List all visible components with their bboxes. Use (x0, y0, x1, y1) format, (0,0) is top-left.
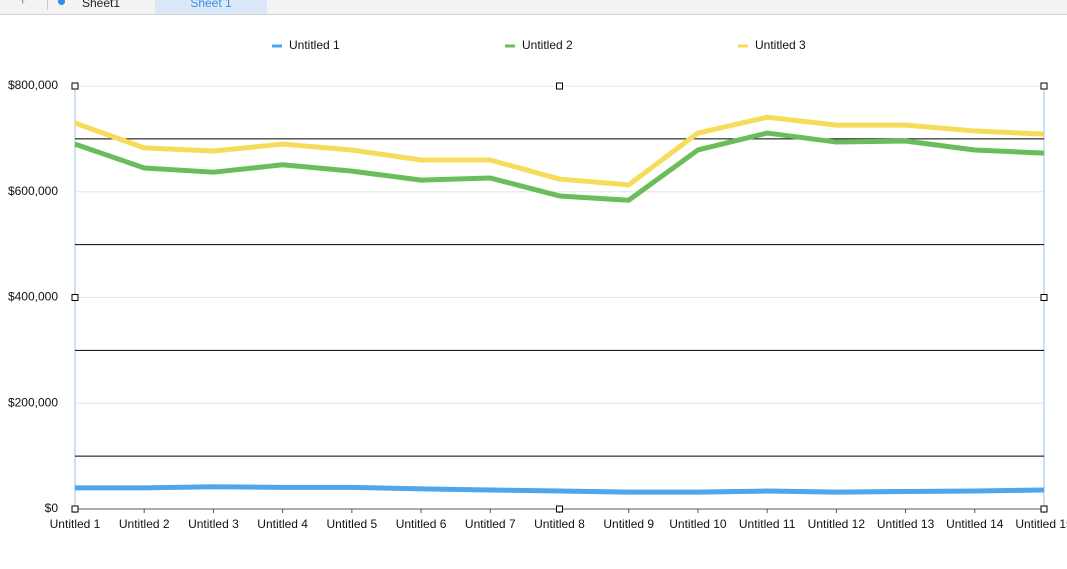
x-tick-label: Untitled 12 (808, 517, 866, 531)
y-tick-label: $400,000 (8, 290, 58, 304)
legend-label: Untitled 2 (522, 38, 573, 52)
tab-bar: + Sheet1 Sheet 1 (0, 0, 1067, 15)
chart[interactable]: $0 $200,000 $400,000 $600,000 $800,000 Untitl… (0, 15, 1067, 569)
selection-handle (556, 505, 563, 513)
x-tick-label: Untitled 5 (327, 517, 378, 531)
selection-handle (1040, 294, 1048, 301)
legend-label: Untitled 1 (289, 38, 340, 52)
x-tick-label: Untitled 1 (50, 517, 101, 531)
x-tick-label: Untitled 13 (877, 517, 935, 531)
series-line (75, 484, 1045, 495)
tab-indicator (58, 0, 65, 5)
sheet-tab[interactable]: Sheet1 (82, 0, 121, 10)
selection-handle (71, 82, 79, 90)
x-tick-label: Untitled 9 (603, 517, 654, 531)
series-line (74, 130, 1045, 203)
x-tick-label: Untitled 3 (188, 517, 239, 531)
legend-label: Untitled 3 (755, 38, 806, 52)
y-tick-label: $600,000 (8, 184, 58, 198)
x-tick-label: Untitled 14 (946, 517, 1004, 531)
x-tick-label: Untitled 11 (739, 517, 796, 531)
selection-handle (1040, 505, 1048, 513)
x-tick-label: Untitled 8 (534, 517, 585, 531)
selection-handle (1040, 82, 1048, 90)
selection-handle (71, 505, 79, 513)
selection-handle (71, 294, 79, 301)
sheet-tab-selected[interactable]: Sheet 1 (155, 0, 267, 14)
x-tick-label: Untitled 6 (396, 517, 447, 531)
x-tick-label: Untitled 15 (1015, 517, 1067, 531)
y-tick-label: $200,000 (8, 395, 58, 409)
y-tick-label: $0 (45, 501, 59, 515)
x-tick-label: Untitled 4 (257, 517, 308, 531)
x-tick-label: Untitled 10 (669, 517, 727, 531)
x-tick-label: Untitled 2 (119, 517, 170, 531)
x-tick-label: Untitled 7 (465, 517, 516, 531)
y-tick-label: $800,000 (8, 78, 58, 92)
selection-handle (556, 82, 563, 90)
separator (47, 0, 48, 10)
series-line (74, 114, 1045, 188)
add-sheet-button[interactable]: + (18, 0, 28, 9)
